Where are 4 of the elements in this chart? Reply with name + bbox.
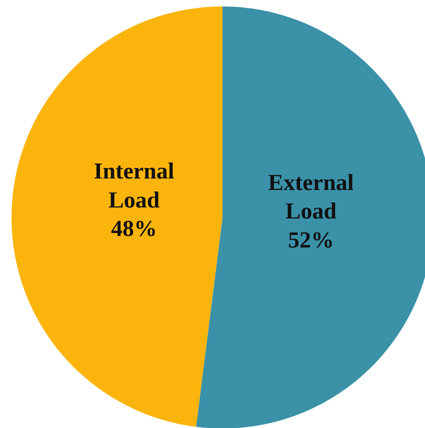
data-label: 52% [288, 227, 334, 252]
data-label: 48% [111, 216, 158, 242]
slice-label: External Load [268, 170, 354, 224]
slice-label: Internal Load [94, 158, 174, 212]
